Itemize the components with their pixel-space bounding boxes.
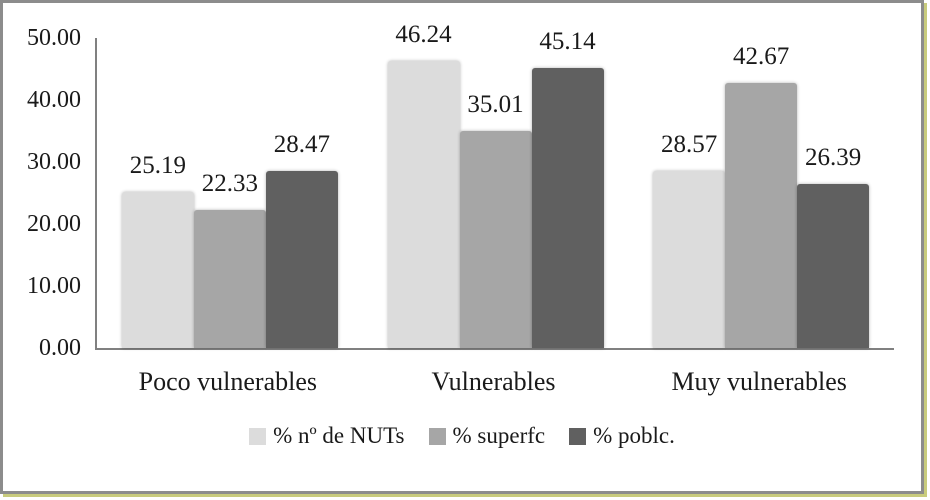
bar-column: 42.67 — [725, 42, 798, 348]
x-axis-category-labels: Poco vulnerables Vulnerables Muy vulnerabl… — [95, 367, 892, 397]
bar-data-label: 28.57 — [661, 130, 718, 158]
bar — [459, 131, 532, 348]
legend-label: % poblc. — [593, 423, 675, 448]
legend-label: % superfc — [452, 423, 546, 448]
bar-group: 46.24 35.01 45.14 — [363, 21, 629, 348]
bar-column: 22.33 — [193, 169, 266, 348]
bar — [653, 171, 726, 348]
bar-column: 25.19 — [121, 151, 194, 348]
legend-item: % superfc — [428, 423, 546, 449]
y-tick-label: 40.00 — [27, 87, 81, 113]
category-label: Muy vulnerables — [671, 367, 847, 396]
y-tick-label: 0.00 — [39, 335, 81, 361]
bar — [531, 68, 604, 348]
plot-area: 25.19 22.33 28.47 46.24 35.01 45.14 28.57 42.67… — [95, 21, 894, 350]
y-tick-label: 10.00 — [27, 273, 81, 299]
y-tick-label: 50.00 — [27, 25, 81, 51]
category-label: Poco vulnerables — [138, 367, 317, 396]
bar-column: 28.47 — [265, 130, 338, 348]
y-tick-label: 20.00 — [27, 211, 81, 237]
legend-swatch-icon — [428, 427, 446, 445]
legend-item: % nº de NUTs — [249, 423, 405, 449]
bar — [265, 171, 338, 348]
y-tick-label: 30.00 — [27, 149, 81, 175]
bar-data-label: 42.67 — [733, 42, 790, 70]
bar — [797, 184, 870, 348]
bar-column: 35.01 — [459, 90, 532, 348]
bar — [725, 83, 798, 348]
bar-data-label: 35.01 — [467, 90, 524, 118]
bar-data-label: 22.33 — [201, 169, 258, 197]
bar — [387, 61, 460, 348]
bar-data-label: 26.39 — [805, 143, 862, 171]
legend-label: % nº de NUTs — [273, 423, 405, 448]
legend-swatch-icon — [249, 427, 267, 445]
bar-column: 28.57 — [653, 130, 726, 348]
bar-data-label: 25.19 — [129, 151, 186, 179]
bar — [193, 210, 266, 348]
bar-group: 28.57 42.67 26.39 — [628, 38, 894, 348]
category-label: Vulnerables — [431, 367, 556, 396]
legend-item: % poblc. — [569, 423, 675, 449]
bar-group: 25.19 22.33 28.47 — [97, 38, 363, 348]
bar-column: 46.24 — [387, 20, 460, 348]
bar-data-label: 45.14 — [539, 27, 596, 55]
bar — [121, 192, 194, 348]
bar-column: 26.39 — [797, 143, 870, 348]
bar-data-label: 28.47 — [273, 130, 330, 158]
legend: % nº de NUTs % superfc % poblc. — [3, 423, 921, 449]
bar-data-label: 46.24 — [395, 20, 452, 48]
legend-swatch-icon — [569, 427, 587, 445]
bar-column: 45.14 — [531, 27, 604, 348]
